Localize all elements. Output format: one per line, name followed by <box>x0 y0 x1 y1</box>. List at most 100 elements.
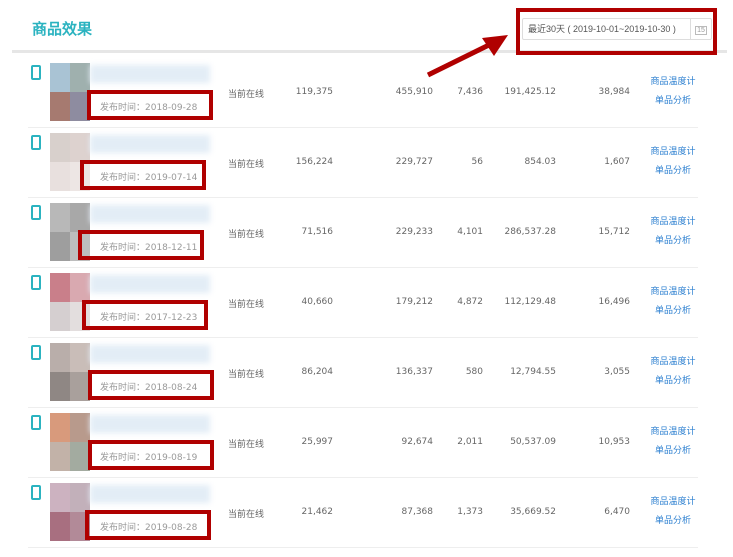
product-name-blurred <box>90 135 210 153</box>
metric-c4: 191,425.12 <box>504 87 556 97</box>
metric-c3: 4,101 <box>457 227 483 237</box>
mobile-icon <box>31 135 41 150</box>
status: 当前在线 <box>228 440 265 450</box>
metric-c1: 21,462 <box>301 507 334 517</box>
temperature-link[interactable]: 商品温度计 <box>650 427 696 437</box>
product-name-blurred <box>90 65 210 83</box>
metric-c3: 1,373 <box>457 507 483 517</box>
date-range-picker[interactable]: 最近30天 ( 2019-10-01~2019-10-30 ) 15 <box>522 18 712 40</box>
metric-c4: 12,794.55 <box>510 367 556 377</box>
publish-date: 发布时间：2018-09-28 <box>100 103 198 113</box>
calendar-day: 15 <box>695 26 707 35</box>
mobile-icon <box>31 485 41 500</box>
annotation-box-publish-date <box>87 90 213 120</box>
metric-c2: 87,368 <box>401 507 434 517</box>
analysis-link[interactable]: 单品分析 <box>654 376 691 386</box>
temperature-link[interactable]: 商品温度计 <box>650 497 696 507</box>
calendar-icon[interactable]: 15 <box>690 19 711 39</box>
product-thumbnail[interactable] <box>50 273 90 331</box>
metric-c3: 580 <box>465 367 483 377</box>
metric-c4: 35,669.52 <box>510 507 556 517</box>
status: 当前在线 <box>228 370 265 380</box>
temperature-link[interactable]: 商品温度计 <box>650 147 696 157</box>
metric-c1: 86,204 <box>301 367 334 377</box>
product-thumbnail[interactable] <box>50 63 90 121</box>
metric-c2: 229,727 <box>395 157 433 167</box>
product-name-blurred <box>90 205 210 223</box>
analysis-link[interactable]: 单品分析 <box>654 236 691 246</box>
metric-c5: 10,953 <box>598 437 631 447</box>
publish-date: 发布时间：2019-08-28 <box>100 523 198 533</box>
status: 当前在线 <box>228 160 265 170</box>
product-name-blurred <box>90 485 210 503</box>
metric-c4: 854.03 <box>524 157 557 167</box>
mobile-icon <box>31 205 41 220</box>
product-thumbnail[interactable] <box>50 483 90 541</box>
metric-c2: 136,337 <box>395 367 433 377</box>
metric-c2: 229,233 <box>395 227 433 237</box>
metric-c1: 40,660 <box>301 297 334 307</box>
product-thumbnail[interactable] <box>50 343 90 401</box>
annotation-box-publish-date <box>82 300 208 330</box>
metric-c5: 1,607 <box>604 157 630 167</box>
status: 当前在线 <box>228 300 265 310</box>
mobile-icon <box>31 415 41 430</box>
publish-date: 发布时间：2019-07-14 <box>100 173 198 183</box>
metric-c5: 16,496 <box>598 297 631 307</box>
metric-c3: 4,872 <box>457 297 483 307</box>
product-thumbnail[interactable] <box>50 413 90 471</box>
annotation-box-publish-date <box>85 510 211 540</box>
metric-c5: 38,984 <box>598 87 631 97</box>
metric-c3: 7,436 <box>457 87 483 97</box>
annotation-box-date <box>516 8 717 55</box>
metric-c1: 156,224 <box>295 157 333 167</box>
metric-c5: 3,055 <box>604 367 630 377</box>
annotation-box-publish-date <box>80 160 206 190</box>
metric-c3: 56 <box>471 157 483 167</box>
date-range-text: 最近30天 ( 2019-10-01~2019-10-30 ) <box>528 24 676 34</box>
temperature-link[interactable]: 商品温度计 <box>650 217 696 227</box>
metric-c1: 119,375 <box>295 87 333 97</box>
mobile-icon <box>31 345 41 360</box>
annotation-arrow <box>426 35 508 78</box>
temperature-link[interactable]: 商品温度计 <box>650 287 696 297</box>
temperature-link[interactable]: 商品温度计 <box>650 77 696 87</box>
product-name-blurred <box>90 415 210 433</box>
metric-c5: 6,470 <box>604 507 630 517</box>
product-name-blurred <box>90 275 210 293</box>
analysis-link[interactable]: 单品分析 <box>654 306 691 316</box>
analysis-link[interactable]: 单品分析 <box>654 516 691 526</box>
mobile-icon <box>31 65 41 80</box>
publish-date: 发布时间：2017-12-23 <box>100 313 198 323</box>
publish-date: 发布时间：2019-08-19 <box>100 453 198 463</box>
metric-c2: 179,212 <box>395 297 433 307</box>
metric-c1: 25,997 <box>301 437 334 447</box>
status: 当前在线 <box>228 230 265 240</box>
metric-c5: 15,712 <box>598 227 631 237</box>
metric-c2: 455,910 <box>395 87 433 97</box>
annotation-box-publish-date <box>78 230 204 260</box>
divider <box>12 50 727 53</box>
page-title: 商品效果 <box>32 20 93 38</box>
metric-c4: 112,129.48 <box>504 297 556 307</box>
analysis-link[interactable]: 单品分析 <box>654 96 691 106</box>
metric-c4: 286,537.28 <box>504 227 556 237</box>
analysis-link[interactable]: 单品分析 <box>654 166 691 176</box>
publish-date: 发布时间：2018-08-24 <box>100 383 198 393</box>
metric-c3: 2,011 <box>457 437 483 447</box>
metric-c2: 92,674 <box>401 437 434 447</box>
table-row: 发布时间：2019-08-19 当前在线 25,997 92,674 2,011 50… <box>28 407 698 478</box>
annotation-box-publish-date <box>88 440 214 470</box>
temperature-link[interactable]: 商品温度计 <box>650 357 696 367</box>
status: 当前在线 <box>228 510 265 520</box>
table-row: 发布时间：2017-12-23 当前在线 40,660 179,212 4,872 1… <box>28 267 698 338</box>
table-row: 发布时间：2018-08-24 当前在线 86,204 136,337 580 12,… <box>28 337 698 408</box>
mobile-icon <box>31 275 41 290</box>
table-row: 发布时间：2019-08-28 当前在线 21,462 87,368 1,373 35… <box>28 477 698 548</box>
table-row: 发布时间：2018-12-11 当前在线 71,516 229,233 4,101 2… <box>28 197 698 268</box>
metric-c1: 71,516 <box>301 227 334 237</box>
metric-c4: 50,537.09 <box>510 437 556 447</box>
product-name-blurred <box>90 345 210 363</box>
analysis-link[interactable]: 单品分析 <box>654 446 691 456</box>
publish-date: 发布时间：2018-12-11 <box>100 243 198 253</box>
